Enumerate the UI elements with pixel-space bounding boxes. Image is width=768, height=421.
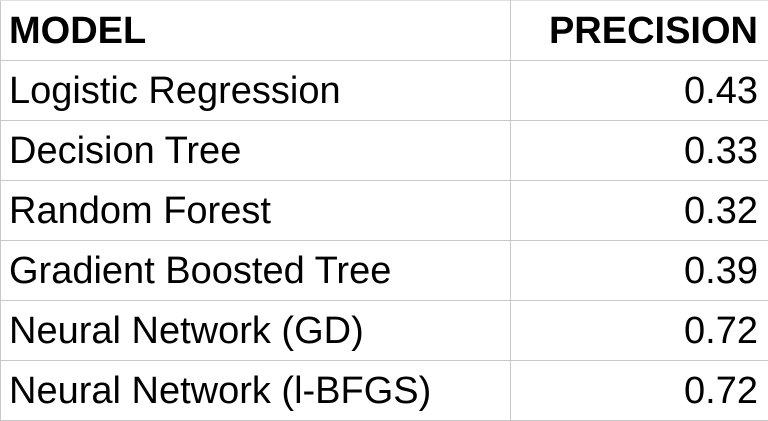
precision-cell: 0.43 [511, 61, 768, 121]
precision-cell: 0.33 [511, 121, 768, 181]
table-row: Logistic Regression 0.43 [1, 61, 768, 121]
precision-cell: 0.72 [511, 361, 768, 421]
column-header-precision: PRECISION [511, 1, 768, 61]
table-row: Gradient Boosted Tree 0.39 [1, 241, 768, 301]
table-row: Decision Tree 0.33 [1, 121, 768, 181]
model-cell: Neural Network (l-BFGS) [1, 361, 511, 421]
precision-cell: 0.32 [511, 181, 768, 241]
table-row: Neural Network (l-BFGS) 0.72 [1, 361, 768, 421]
column-header-model: MODEL [1, 1, 511, 61]
precision-cell: 0.72 [511, 301, 768, 361]
table-row: Neural Network (GD) 0.72 [1, 301, 768, 361]
model-cell: Decision Tree [1, 121, 511, 181]
model-cell: Neural Network (GD) [1, 301, 511, 361]
header-row: MODEL PRECISION [1, 1, 768, 61]
precision-cell: 0.39 [511, 241, 768, 301]
model-cell: Random Forest [1, 181, 511, 241]
model-cell: Gradient Boosted Tree [1, 241, 511, 301]
model-cell: Logistic Regression [1, 61, 511, 121]
table-row: Random Forest 0.32 [1, 181, 768, 241]
